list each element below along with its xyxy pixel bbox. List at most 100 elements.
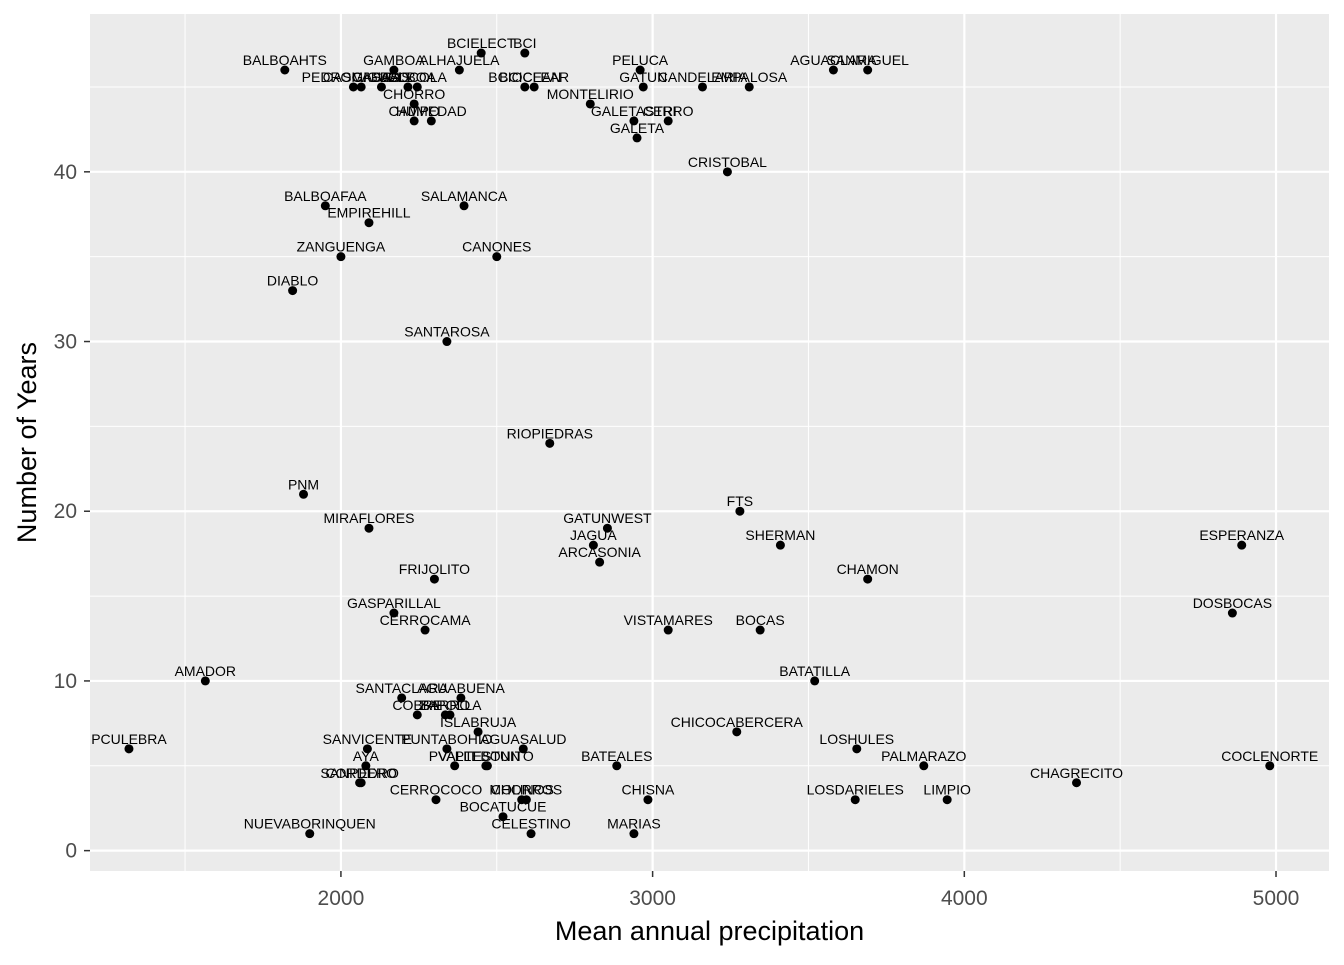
data-point [629, 829, 639, 839]
point-label: PNM [288, 476, 319, 492]
data-point [361, 761, 371, 771]
data-point [850, 795, 860, 805]
data-point [336, 252, 346, 262]
point-label: MOLINOS [489, 782, 554, 798]
data-point [389, 65, 399, 75]
data-point [356, 778, 366, 788]
point-label: PVALLE [429, 748, 481, 764]
point-label: VALLEBONITO [438, 748, 534, 764]
x-tick-label: 2000 [318, 887, 365, 910]
data-point [697, 82, 707, 92]
data-point [663, 116, 673, 126]
data-point [476, 48, 486, 58]
y-tick-label: 10 [54, 670, 77, 693]
point-label: LOSDARIELES [807, 782, 904, 798]
data-point [735, 506, 745, 516]
data-point [529, 82, 539, 92]
data-point [364, 523, 374, 533]
data-point [426, 116, 436, 126]
point-label: SANPEDRO [320, 765, 399, 781]
data-point [755, 625, 765, 635]
point-label: COCLENORTE [1221, 748, 1318, 764]
data-point [200, 676, 210, 686]
point-label: BCIELECT [447, 35, 516, 51]
y-tick-label: 0 [65, 840, 77, 863]
data-point [442, 337, 452, 347]
point-label: CORDERO [325, 765, 397, 781]
point-label: CHAGRECITO [1030, 765, 1123, 781]
data-point [744, 82, 754, 92]
data-point [1237, 540, 1247, 550]
point-label: ESPERANZA [1199, 527, 1284, 543]
point-label: MONTELIRIO [547, 86, 634, 102]
point-label: ZAPOLLA [418, 697, 482, 713]
data-point [348, 82, 358, 92]
data-point [521, 795, 531, 805]
data-point [397, 693, 407, 703]
data-point [1072, 778, 1082, 788]
x-axis-title: Mean annual precipitation [555, 916, 864, 946]
data-point [942, 795, 952, 805]
data-point [732, 727, 742, 737]
point-label: LIMPIO [923, 782, 971, 798]
data-point [412, 710, 422, 720]
data-point [722, 167, 732, 177]
data-point [612, 761, 622, 771]
data-point [409, 116, 419, 126]
point-label: ALHAJUELA [419, 52, 500, 68]
data-point [376, 82, 386, 92]
point-label: CASCADAS [323, 69, 400, 85]
data-point [1227, 608, 1237, 618]
data-point [638, 82, 648, 92]
data-point [473, 727, 483, 737]
point-label: PEDROMIGUEL [302, 69, 406, 85]
data-point [498, 812, 508, 822]
point-label: BALBOAHTS [243, 52, 327, 68]
point-label: PCULEBRA [91, 731, 167, 747]
point-label: VISTAMARES [624, 612, 713, 628]
data-point [429, 574, 439, 584]
data-point [320, 201, 330, 211]
y-axis-title: Number of Years [12, 342, 42, 543]
data-point [863, 65, 873, 75]
data-point [492, 252, 502, 262]
point-label: CANDELARIA [658, 69, 748, 85]
data-point [420, 625, 430, 635]
point-label: COCOLA [388, 69, 448, 85]
point-label: GAMBOA [363, 52, 425, 68]
point-label: GALETASTRI [591, 103, 677, 119]
point-label: CHICOCABERCERA [671, 714, 804, 730]
point-label: BCI [513, 35, 536, 51]
point-label: CHORROS [491, 782, 563, 798]
point-label: BOCAS [736, 612, 785, 628]
data-point [595, 557, 605, 567]
point-label: BCIOCEAN [488, 69, 561, 85]
data-point [445, 710, 455, 720]
data-point [663, 625, 673, 635]
point-label: CHORRO [383, 86, 445, 102]
point-label: BATEALES [581, 748, 652, 764]
point-label: DIABLO [267, 273, 318, 289]
point-label: NUEVABORINQUEN [244, 816, 376, 832]
data-point [520, 82, 530, 92]
point-label: GATUN [619, 69, 667, 85]
y-tick-label: 40 [54, 161, 77, 184]
point-label: EMPIREHILL [327, 205, 410, 221]
data-point [456, 693, 466, 703]
data-point [828, 65, 838, 75]
point-label: CERROCOCO [390, 782, 483, 798]
data-point [409, 99, 419, 109]
point-label: DOSBOCAS [1193, 595, 1272, 611]
data-point [629, 116, 639, 126]
data-point [482, 761, 492, 771]
point-label: SANTAROSA [404, 324, 490, 340]
point-label: AGUASALUD [480, 731, 566, 747]
data-point [635, 65, 645, 75]
point-label: BALBOA [380, 69, 437, 85]
x-axis-ticks: 2000 3000 4000 5000 [318, 871, 1299, 910]
point-label: AYA [353, 748, 380, 764]
point-label: SANVICENTE [323, 731, 412, 747]
data-point [585, 99, 595, 109]
point-label: CERRO [643, 103, 694, 119]
